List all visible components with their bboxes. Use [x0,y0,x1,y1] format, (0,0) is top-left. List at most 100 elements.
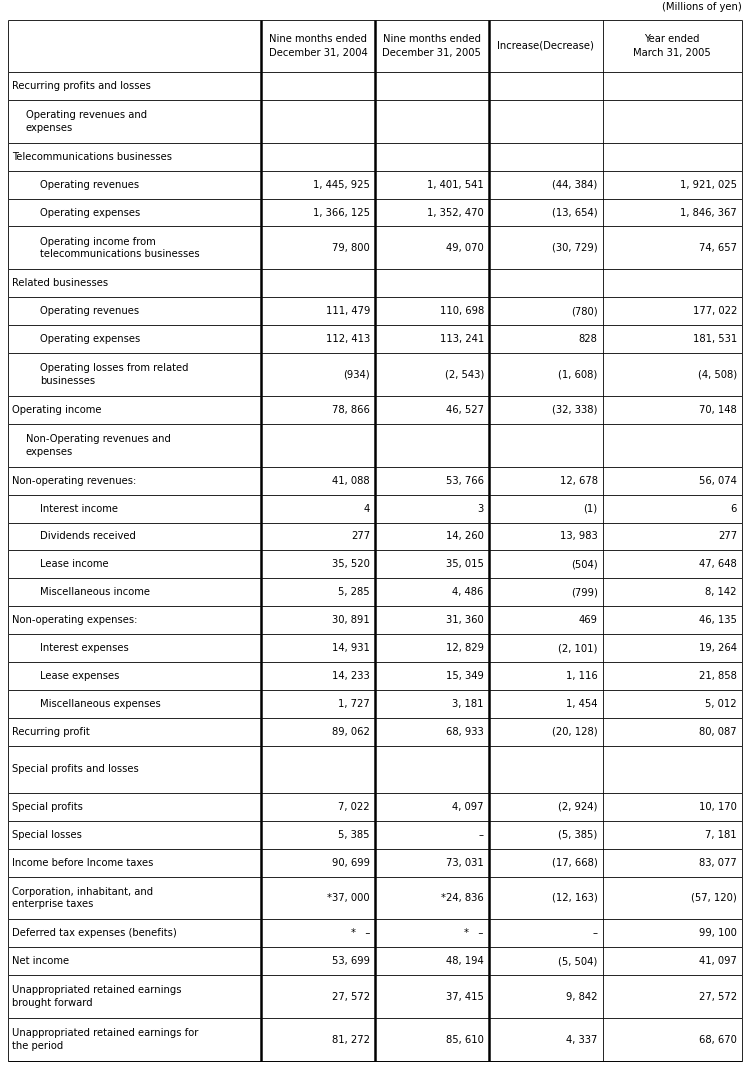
Text: *   –: * – [465,928,484,938]
Text: 49, 070: 49, 070 [446,243,484,253]
Text: Nine months ended
December 31, 2005: Nine months ended December 31, 2005 [382,34,481,57]
Text: 5, 385: 5, 385 [339,829,370,840]
Text: –: – [479,829,484,840]
Text: (4, 508): (4, 508) [698,369,737,379]
Text: 10, 170: 10, 170 [699,801,737,812]
Text: 48, 194: 48, 194 [446,956,484,966]
Text: 1, 846, 367: 1, 846, 367 [680,208,737,218]
Text: 1, 921, 025: 1, 921, 025 [680,180,737,190]
Text: Year ended
March 31, 2005: Year ended March 31, 2005 [634,34,711,57]
Text: 4, 486: 4, 486 [453,587,484,598]
Text: 277: 277 [718,531,737,542]
Text: (934): (934) [343,369,370,379]
Text: (1): (1) [583,504,598,514]
Text: 27, 572: 27, 572 [332,992,370,1002]
Text: Nine months ended
December 31, 2004: Nine months ended December 31, 2004 [269,34,367,57]
Text: 19, 264: 19, 264 [699,643,737,653]
Text: 111, 479: 111, 479 [325,306,370,317]
Text: Increase(Decrease): Increase(Decrease) [497,41,594,51]
Text: 47, 648: 47, 648 [699,559,737,570]
Text: (17, 668): (17, 668) [552,857,598,868]
Text: 1, 727: 1, 727 [338,699,370,709]
Text: Operating losses from related
businesses: Operating losses from related businesses [40,363,188,386]
Text: 4: 4 [364,504,370,514]
Text: 1, 401, 541: 1, 401, 541 [427,180,484,190]
Text: Income before Income taxes: Income before Income taxes [12,857,153,868]
Text: Net income: Net income [12,956,69,966]
Text: 1, 366, 125: 1, 366, 125 [313,208,370,218]
Text: (2, 543): (2, 543) [444,369,484,379]
Text: 15, 349: 15, 349 [446,671,484,681]
Text: Operating expenses: Operating expenses [40,208,141,218]
Text: 56, 074: 56, 074 [699,476,737,486]
Text: Operating revenues: Operating revenues [40,306,139,317]
Text: 85, 610: 85, 610 [446,1035,484,1045]
Text: (32, 338): (32, 338) [552,405,598,415]
Text: Telecommunications businesses: Telecommunications businesses [12,152,172,162]
Text: (13, 654): (13, 654) [552,208,598,218]
Text: Corporation, inhabitant, and
enterprise taxes: Corporation, inhabitant, and enterprise … [12,886,153,909]
Text: 70, 148: 70, 148 [699,405,737,415]
Text: 31, 360: 31, 360 [446,615,484,625]
Text: 74, 657: 74, 657 [699,243,737,253]
Text: 9, 842: 9, 842 [566,992,598,1002]
Text: 27, 572: 27, 572 [699,992,737,1002]
Text: 6: 6 [731,504,737,514]
Text: Non-operating expenses:: Non-operating expenses: [12,615,138,625]
Text: Interest expenses: Interest expenses [40,643,129,653]
Text: 181, 531: 181, 531 [693,334,737,344]
Text: Recurring profit: Recurring profit [12,727,90,737]
Text: 12, 829: 12, 829 [446,643,484,653]
Text: 83, 077: 83, 077 [699,857,737,868]
Text: 14, 260: 14, 260 [446,531,484,542]
Text: 828: 828 [579,334,598,344]
Text: (2, 924): (2, 924) [558,801,598,812]
Text: Miscellaneous income: Miscellaneous income [40,587,150,598]
Text: 8, 142: 8, 142 [705,587,737,598]
Text: Lease expenses: Lease expenses [40,671,120,681]
Text: 7, 022: 7, 022 [338,801,370,812]
Text: 14, 233: 14, 233 [332,671,370,681]
Text: Deferred tax expenses (benefits): Deferred tax expenses (benefits) [12,928,177,938]
Text: (20, 128): (20, 128) [552,727,598,737]
Text: (57, 120): (57, 120) [691,893,737,903]
Text: 13, 983: 13, 983 [560,531,598,542]
Text: 53, 766: 53, 766 [446,476,484,486]
Text: 110, 698: 110, 698 [440,306,484,317]
Text: 12, 678: 12, 678 [560,476,598,486]
Text: 89, 062: 89, 062 [332,727,370,737]
Text: 80, 087: 80, 087 [699,727,737,737]
Text: Operating income from
telecommunications businesses: Operating income from telecommunications… [40,237,200,260]
Text: 177, 022: 177, 022 [693,306,737,317]
Text: *   –: * – [351,928,370,938]
Text: Non-Operating revenues and
expenses: Non-Operating revenues and expenses [26,434,171,457]
Text: 112, 413: 112, 413 [325,334,370,344]
Text: Interest income: Interest income [40,504,118,514]
Text: 35, 015: 35, 015 [446,559,484,570]
Text: (5, 504): (5, 504) [558,956,598,966]
Text: *37, 000: *37, 000 [328,893,370,903]
Text: Operating revenues and
expenses: Operating revenues and expenses [26,110,147,132]
Text: Non-operating revenues:: Non-operating revenues: [12,476,136,486]
Text: Special profits and losses: Special profits and losses [12,765,138,774]
Text: Unappropriated retained earnings
brought forward: Unappropriated retained earnings brought… [12,985,182,1008]
Text: 1, 454: 1, 454 [566,699,598,709]
Text: 5, 285: 5, 285 [338,587,370,598]
Text: (2, 101): (2, 101) [558,643,598,653]
Text: Special profits: Special profits [12,801,83,812]
Text: 4, 097: 4, 097 [453,801,484,812]
Text: *24, 836: *24, 836 [441,893,484,903]
Text: 3, 181: 3, 181 [453,699,484,709]
Text: (504): (504) [571,559,598,570]
Text: 1, 352, 470: 1, 352, 470 [427,208,484,218]
Text: 90, 699: 90, 699 [332,857,370,868]
Text: 78, 866: 78, 866 [332,405,370,415]
Text: –: – [592,928,598,938]
Text: Operating revenues: Operating revenues [40,180,139,190]
Text: 4, 337: 4, 337 [566,1035,598,1045]
Text: 68, 670: 68, 670 [699,1035,737,1045]
Text: 37, 415: 37, 415 [446,992,484,1002]
Text: (5, 385): (5, 385) [558,829,598,840]
Text: 14, 931: 14, 931 [332,643,370,653]
Text: Lease income: Lease income [40,559,108,570]
